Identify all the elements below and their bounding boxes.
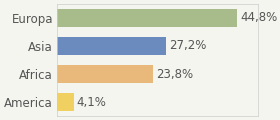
Text: 4,1%: 4,1% [77,96,107,109]
Bar [57,65,153,83]
Bar [57,93,74,111]
Bar [57,37,166,55]
Text: 27,2%: 27,2% [169,39,207,52]
Text: 23,8%: 23,8% [156,68,193,81]
Bar [57,9,237,27]
Text: 44,8%: 44,8% [240,11,277,24]
